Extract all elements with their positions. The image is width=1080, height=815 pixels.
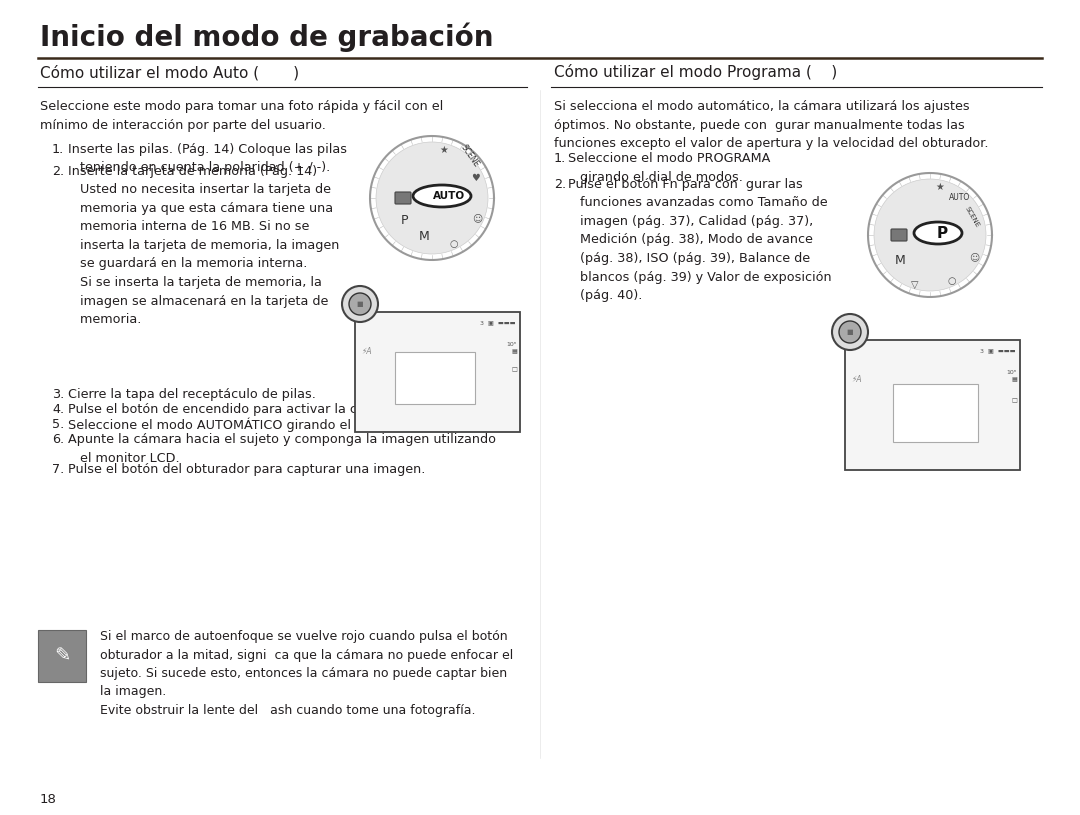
Text: Seleccione este modo para tomar una foto rápida y fácil con el
mínimo de interac: Seleccione este modo para tomar una foto… <box>40 100 443 131</box>
Circle shape <box>342 286 378 322</box>
Text: Cierre la tapa del receptáculo de pilas.: Cierre la tapa del receptáculo de pilas. <box>68 388 315 401</box>
Text: Pulse el botón de encendido para activar la cámara.: Pulse el botón de encendido para activar… <box>68 403 402 416</box>
Bar <box>355 312 519 432</box>
Ellipse shape <box>914 222 962 244</box>
Text: ○: ○ <box>948 276 956 286</box>
Text: ▽: ▽ <box>912 280 919 290</box>
Text: SCENE: SCENE <box>963 205 981 228</box>
Text: ★: ★ <box>935 182 944 192</box>
Text: P: P <box>936 226 947 240</box>
Ellipse shape <box>413 185 471 207</box>
Text: 3.: 3. <box>52 388 64 401</box>
Text: ☺: ☺ <box>969 252 980 262</box>
Text: ○: ○ <box>449 239 458 249</box>
Text: ⚡A: ⚡A <box>851 375 862 384</box>
Circle shape <box>839 321 861 343</box>
Text: 7.: 7. <box>52 463 64 476</box>
Text: Seleccione el modo PROGRAMA
   girando el dial de modos.: Seleccione el modo PROGRAMA girando el d… <box>568 152 770 183</box>
Text: 2.: 2. <box>52 165 64 178</box>
Text: Apunte la cámara hacia el sujeto y componga la imagen utilizando
   el monitor L: Apunte la cámara hacia el sujeto y compo… <box>68 433 496 465</box>
Text: 3  ▣  ▬▬▬: 3 ▣ ▬▬▬ <box>981 348 1016 353</box>
Bar <box>395 352 475 404</box>
Bar <box>893 384 978 442</box>
Text: 10ⁿ
▦: 10ⁿ ▦ <box>1007 370 1017 382</box>
Text: ★: ★ <box>440 145 448 155</box>
Text: ■: ■ <box>356 301 363 307</box>
Text: 5.: 5. <box>52 418 64 431</box>
Text: ■: ■ <box>847 329 853 335</box>
Circle shape <box>376 142 488 254</box>
Text: 4.: 4. <box>52 403 64 416</box>
Text: □: □ <box>511 367 517 372</box>
Text: 1.: 1. <box>554 152 566 165</box>
Circle shape <box>832 314 868 350</box>
Text: Cómo utilizar el modo Auto (       ): Cómo utilizar el modo Auto ( ) <box>40 64 299 80</box>
FancyBboxPatch shape <box>395 192 411 204</box>
Text: AUTO: AUTO <box>949 192 971 201</box>
Text: ⚡A: ⚡A <box>361 347 372 356</box>
Text: M: M <box>419 230 430 243</box>
Text: 6.: 6. <box>52 433 64 446</box>
Text: 1.: 1. <box>52 143 64 156</box>
Text: 2.: 2. <box>554 178 566 191</box>
FancyBboxPatch shape <box>891 229 907 241</box>
Text: M: M <box>894 253 905 267</box>
Text: 3  ▣  ▬▬▬: 3 ▣ ▬▬▬ <box>481 320 516 325</box>
Text: Si selecciona el modo automático, la cámara utilizará los ajustes
óptimos. No ob: Si selecciona el modo automático, la cám… <box>554 100 988 150</box>
Bar <box>845 340 1020 470</box>
Text: Inserte la tarjeta de memoria (Pág. 14)
   Usted no necesita insertar la tarjeta: Inserte la tarjeta de memoria (Pág. 14) … <box>68 165 339 326</box>
Text: SCENE: SCENE <box>459 143 481 169</box>
Circle shape <box>874 179 986 291</box>
Text: ♥: ♥ <box>472 173 481 183</box>
Text: 10ⁿ
▦: 10ⁿ ▦ <box>507 342 517 354</box>
Text: P: P <box>401 214 408 227</box>
Text: Pulse el botón Fn para con  gurar las
   funciones avanzadas como Tamaño de
   i: Pulse el botón Fn para con gurar las fun… <box>568 178 832 302</box>
Text: Seleccione el modo AUTOMÁTICO girando el dial de modos.: Seleccione el modo AUTOMÁTICO girando el… <box>68 418 449 433</box>
Text: Si el marco de autoenfoque se vuelve rojo cuando pulsa el botón
obturador a la m: Si el marco de autoenfoque se vuelve roj… <box>100 630 513 717</box>
Text: □: □ <box>1011 398 1017 403</box>
Text: Inicio del modo de grabación: Inicio del modo de grabación <box>40 23 494 52</box>
Text: Inserte las pilas. (Pág. 14) Coloque las pilas
   teniendo en cuenta la polarida: Inserte las pilas. (Pág. 14) Coloque las… <box>68 143 347 174</box>
Circle shape <box>349 293 372 315</box>
Bar <box>38 630 86 682</box>
Text: ☺: ☺ <box>472 213 482 223</box>
Text: ✎: ✎ <box>54 646 70 666</box>
Text: Pulse el botón del obturador para capturar una imagen.: Pulse el botón del obturador para captur… <box>68 463 426 476</box>
Text: AUTO: AUTO <box>433 191 465 201</box>
Text: 18: 18 <box>40 793 57 806</box>
Text: Cómo utilizar el modo Programa (    ): Cómo utilizar el modo Programa ( ) <box>554 64 837 80</box>
